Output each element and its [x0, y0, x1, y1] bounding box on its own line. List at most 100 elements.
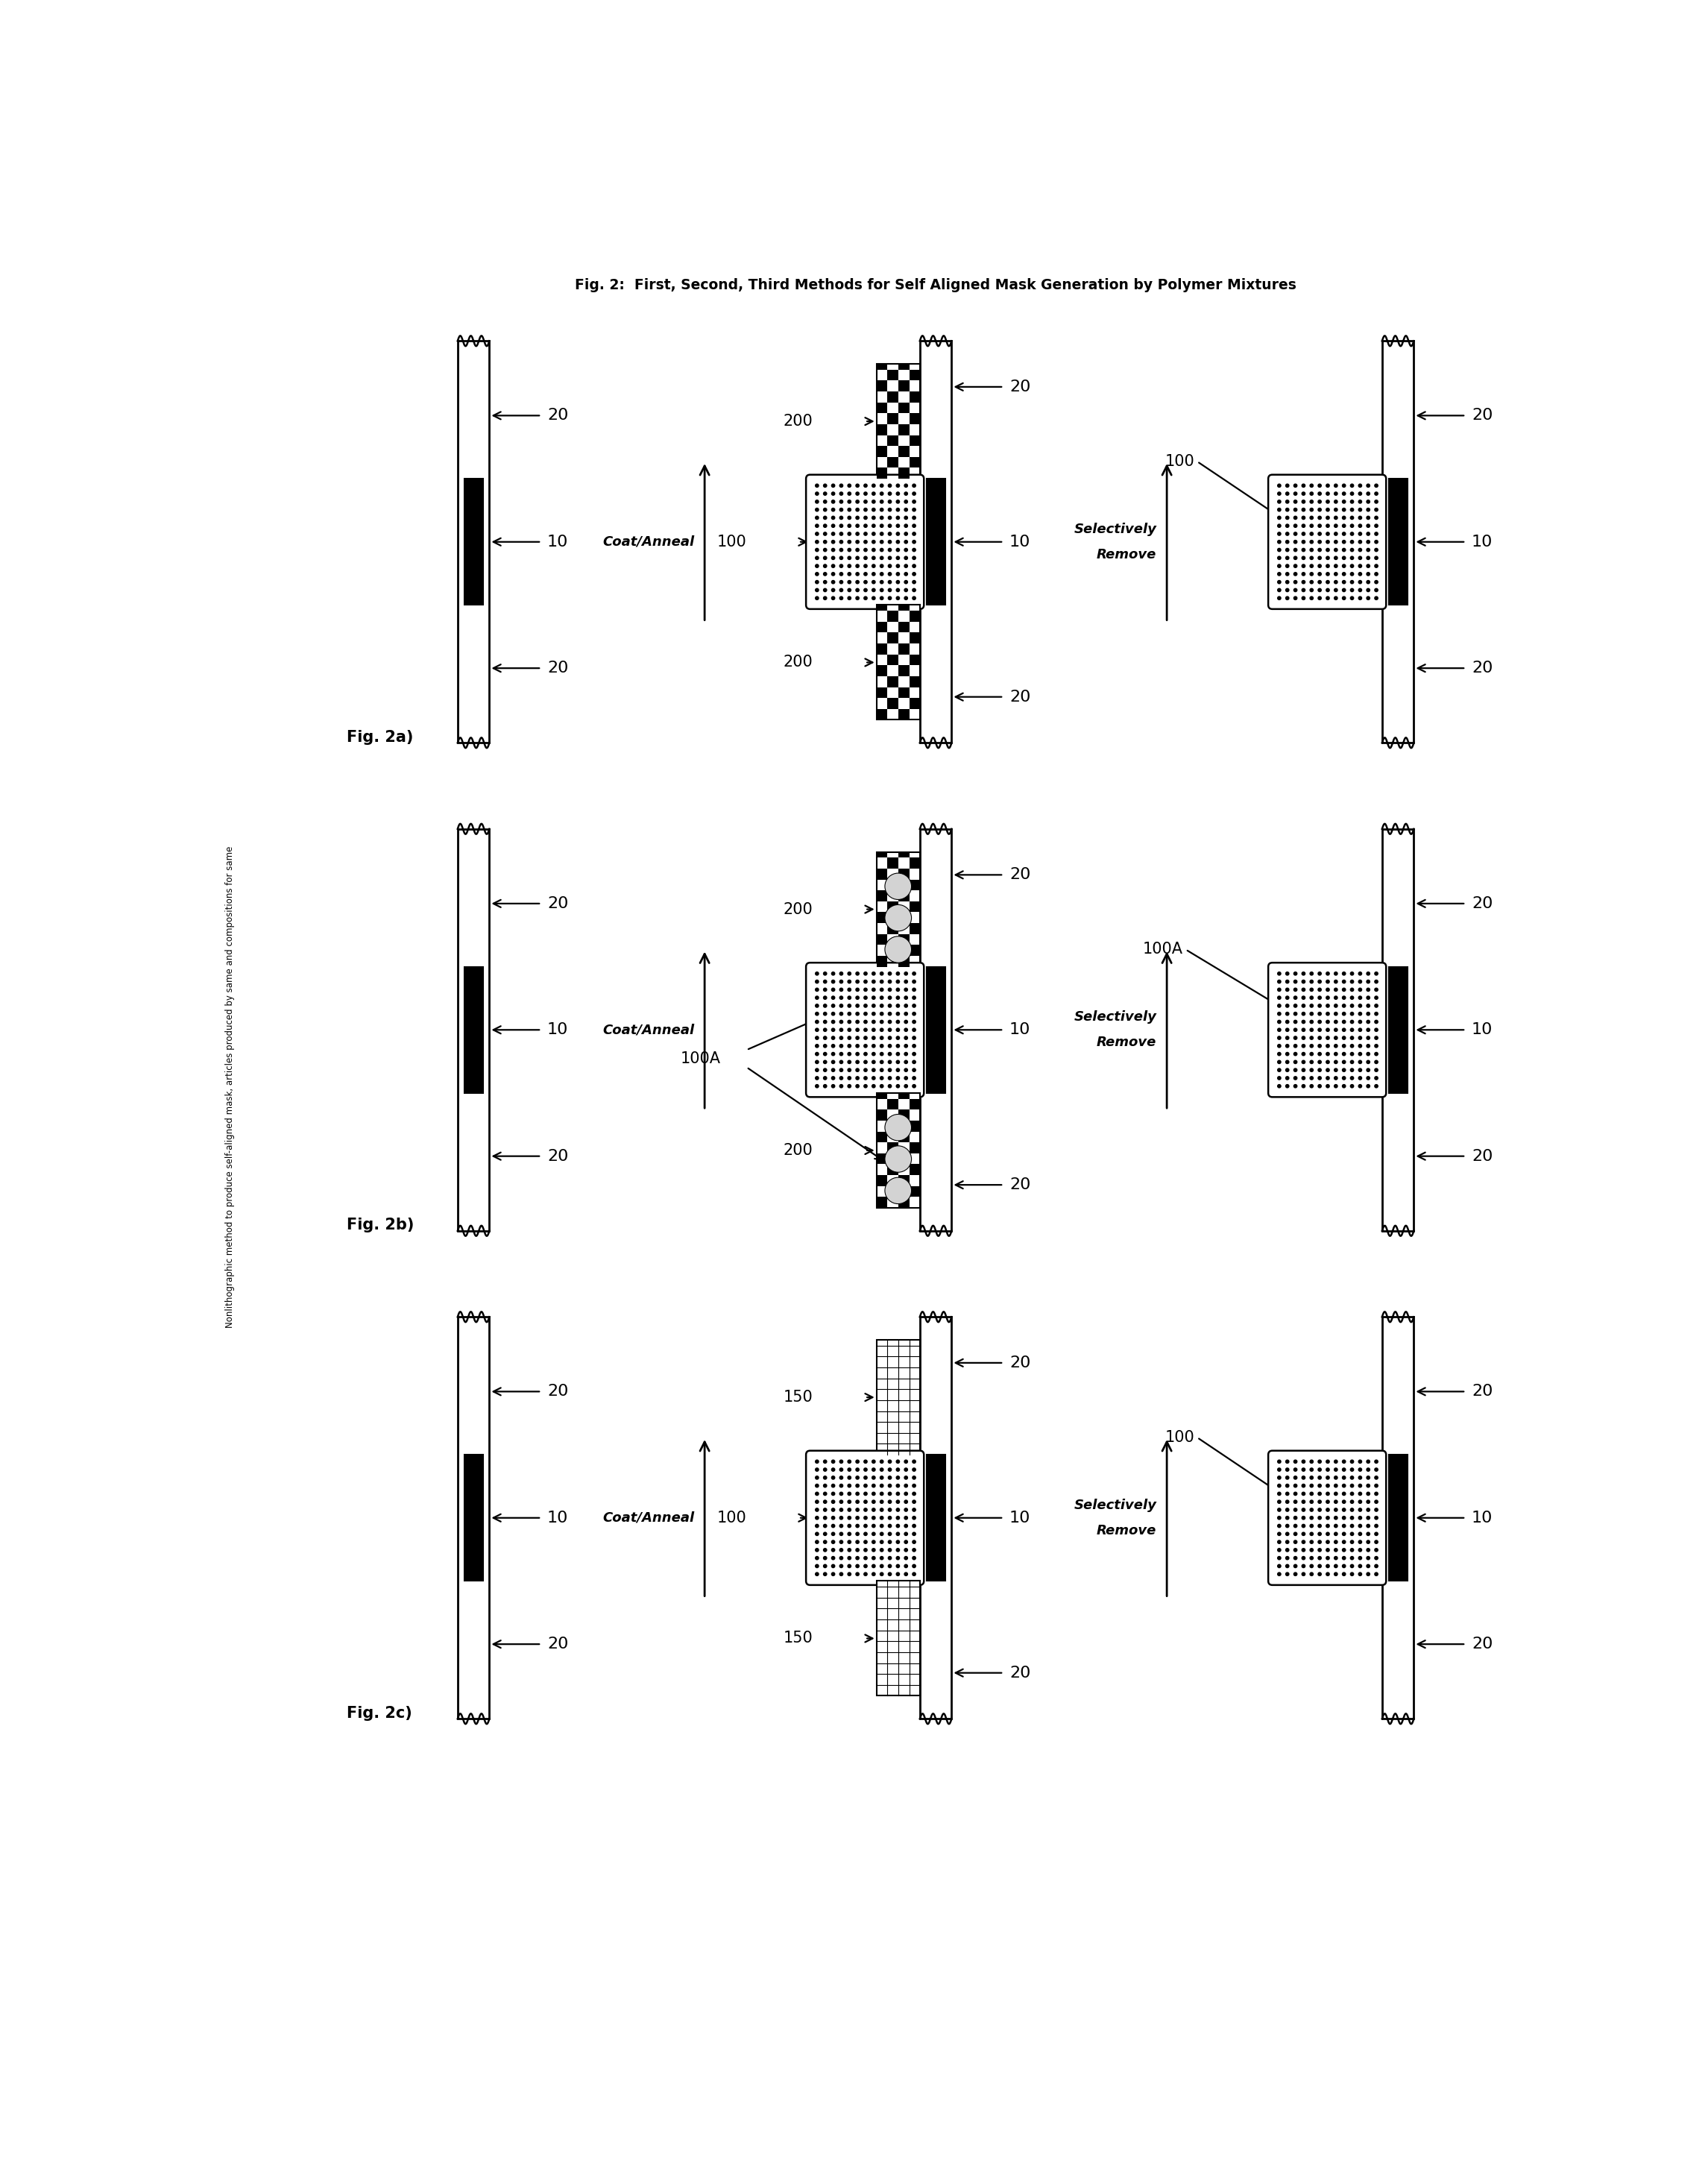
Circle shape [880, 1460, 883, 1462]
Circle shape [897, 1460, 900, 1462]
Circle shape [823, 1085, 827, 1087]
Circle shape [880, 1061, 883, 1063]
Circle shape [1375, 509, 1378, 511]
Circle shape [1375, 548, 1378, 552]
Circle shape [823, 539, 827, 544]
Circle shape [856, 1516, 859, 1519]
Circle shape [1278, 997, 1281, 999]
Circle shape [823, 589, 827, 591]
Circle shape [1375, 1005, 1378, 1007]
Circle shape [880, 988, 883, 992]
Circle shape [1325, 557, 1329, 559]
Bar [876, 365, 888, 369]
Circle shape [840, 1068, 842, 1072]
Circle shape [1334, 1035, 1337, 1040]
Circle shape [1325, 1564, 1329, 1568]
Circle shape [1366, 988, 1370, 992]
Circle shape [873, 1029, 874, 1031]
Circle shape [1351, 1061, 1354, 1063]
Circle shape [1342, 1540, 1346, 1544]
Circle shape [864, 524, 868, 528]
Circle shape [1342, 597, 1346, 600]
Text: 10: 10 [547, 1022, 569, 1038]
Bar [458, 341, 490, 742]
Circle shape [840, 580, 842, 585]
Circle shape [904, 548, 907, 552]
Text: 200: 200 [784, 1143, 813, 1158]
Circle shape [815, 988, 818, 992]
Circle shape [1334, 979, 1337, 984]
Circle shape [1366, 1076, 1370, 1081]
Circle shape [1301, 1076, 1305, 1081]
Circle shape [1301, 1469, 1305, 1471]
Circle shape [1286, 1469, 1290, 1471]
Circle shape [1366, 1525, 1370, 1527]
Text: 10: 10 [1009, 1510, 1030, 1525]
Circle shape [1278, 1540, 1281, 1544]
Circle shape [1286, 1029, 1290, 1031]
Circle shape [840, 1525, 842, 1527]
Circle shape [823, 533, 827, 535]
Circle shape [1301, 500, 1305, 503]
Circle shape [1293, 1085, 1296, 1087]
Circle shape [1293, 572, 1296, 576]
Circle shape [880, 1508, 883, 1512]
Circle shape [873, 1572, 874, 1577]
Circle shape [1310, 973, 1313, 975]
Circle shape [873, 1005, 874, 1007]
Circle shape [1366, 483, 1370, 487]
Circle shape [823, 1012, 827, 1016]
Circle shape [1342, 1460, 1346, 1462]
Circle shape [880, 597, 883, 600]
Circle shape [815, 509, 818, 511]
Bar [876, 446, 888, 457]
Circle shape [1310, 1053, 1313, 1055]
Bar [876, 869, 888, 880]
Circle shape [847, 1053, 851, 1055]
Bar [876, 621, 888, 632]
Circle shape [1319, 1549, 1322, 1551]
Circle shape [904, 580, 907, 585]
Circle shape [1301, 1020, 1305, 1022]
Circle shape [1286, 572, 1290, 576]
Circle shape [888, 483, 892, 487]
Circle shape [1293, 1508, 1296, 1512]
Circle shape [1375, 1061, 1378, 1063]
Circle shape [873, 1076, 874, 1081]
Circle shape [1278, 988, 1281, 992]
Circle shape [1325, 589, 1329, 591]
Circle shape [880, 1572, 883, 1577]
Bar [898, 869, 909, 880]
Circle shape [1325, 1012, 1329, 1016]
Circle shape [864, 1572, 868, 1577]
Circle shape [1358, 1540, 1361, 1544]
Circle shape [815, 1044, 818, 1048]
Circle shape [897, 1525, 900, 1527]
Circle shape [815, 1564, 818, 1568]
Circle shape [1375, 589, 1378, 591]
Circle shape [1319, 988, 1322, 992]
Circle shape [832, 500, 835, 503]
Bar [888, 923, 898, 934]
Circle shape [815, 1508, 818, 1512]
Circle shape [888, 500, 892, 503]
Circle shape [1310, 1557, 1313, 1560]
Bar [888, 1186, 898, 1197]
Circle shape [1319, 1493, 1322, 1495]
Circle shape [880, 1525, 883, 1527]
Circle shape [1334, 1508, 1337, 1512]
Circle shape [847, 1484, 851, 1488]
Circle shape [1358, 1068, 1361, 1072]
Circle shape [856, 557, 859, 559]
Circle shape [832, 1012, 835, 1016]
Circle shape [1286, 539, 1290, 544]
Circle shape [864, 1475, 868, 1480]
Circle shape [847, 1085, 851, 1087]
Circle shape [880, 1020, 883, 1022]
Circle shape [1375, 997, 1378, 999]
Bar [876, 604, 921, 720]
Circle shape [1310, 589, 1313, 591]
Circle shape [904, 1053, 907, 1055]
Circle shape [880, 1557, 883, 1560]
Text: Fig. 2b): Fig. 2b) [347, 1217, 413, 1232]
